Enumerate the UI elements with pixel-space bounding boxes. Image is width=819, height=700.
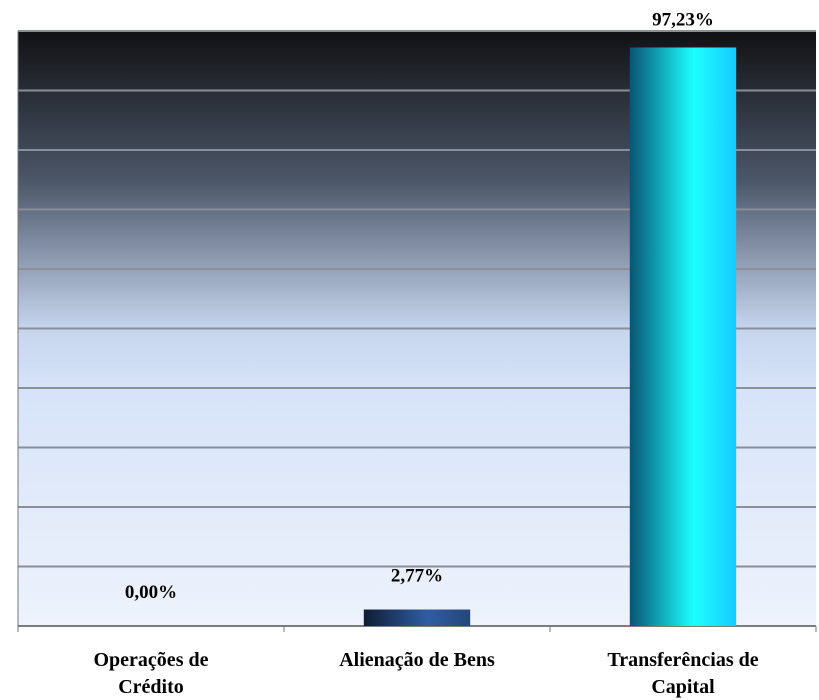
label-line: Transferências de — [607, 649, 758, 671]
data-label: 0,00% — [125, 582, 177, 603]
data-label: 2,77% — [391, 566, 443, 587]
data-label: 97,23% — [652, 9, 714, 30]
x-tick-label: Operações de Crédito — [94, 649, 209, 698]
label-line: Operações de — [94, 649, 209, 671]
label-line: Crédito — [118, 676, 184, 698]
x-tick-label: Transferências de Capital — [607, 649, 758, 698]
bar — [363, 609, 471, 626]
bar — [629, 47, 737, 626]
x-tick-label: Alienação de Bens — [339, 649, 495, 671]
label-line: Capital — [651, 676, 715, 698]
label-line: Alienação de Bens — [339, 649, 495, 671]
